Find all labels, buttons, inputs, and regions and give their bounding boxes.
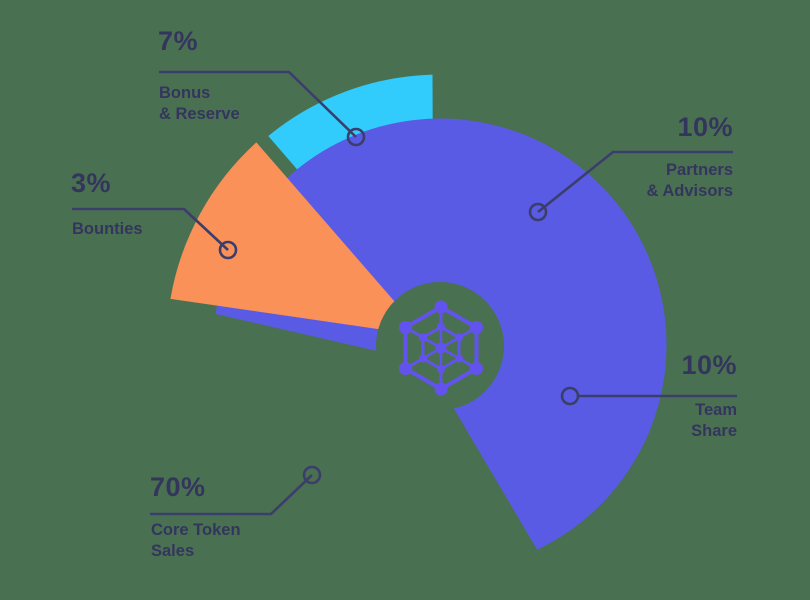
marker-partners (528, 202, 548, 222)
callout-leader-lines (72, 70, 737, 516)
slice-bounties (170, 142, 425, 336)
marker-bounties (218, 240, 238, 260)
marker-core (302, 465, 322, 485)
slice-value-bonus: 7% (158, 26, 199, 56)
slice-label-partners: Partners & Advisors (646, 161, 734, 201)
slice-value-core: 70% (150, 472, 206, 502)
slice-label-core: Core Token Sales (151, 521, 241, 561)
leader-line-bounties (72, 207, 229, 251)
leader-line-bonus (159, 70, 357, 138)
slice-value-partners: 10% (677, 112, 733, 142)
marker-bonus (346, 127, 366, 147)
slice-label-bounties: Bounties (72, 220, 143, 238)
slice-value-bounties: 3% (71, 168, 112, 198)
slice-value-team: 10% (681, 350, 737, 380)
hexagon-network-logo-icon (399, 300, 483, 396)
leader-line-core (150, 474, 313, 516)
slice-label-bonus: Bonus & Reserve (159, 84, 240, 124)
slice-label-team: Team Share (691, 401, 737, 441)
leader-line-partners (537, 150, 733, 214)
marker-team (560, 386, 580, 406)
